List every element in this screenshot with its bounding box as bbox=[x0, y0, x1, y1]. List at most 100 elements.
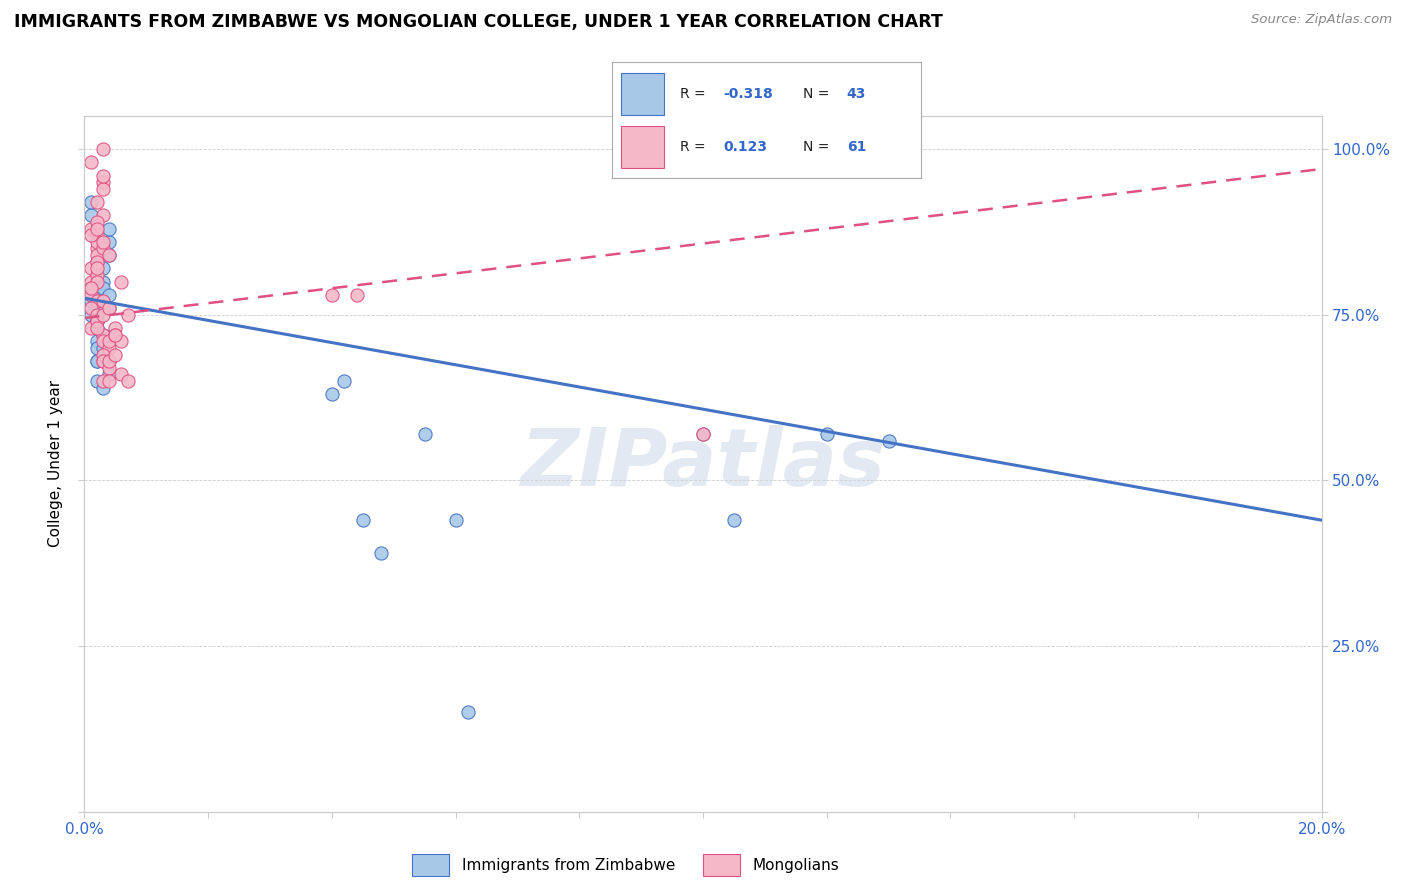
Point bbox=[86, 334, 108, 349]
Point bbox=[91, 294, 114, 309]
Point bbox=[91, 301, 114, 315]
Point bbox=[86, 301, 108, 315]
Point bbox=[110, 275, 132, 289]
Point bbox=[86, 195, 108, 210]
Point bbox=[86, 308, 108, 322]
Point bbox=[91, 381, 114, 395]
Point bbox=[98, 288, 121, 302]
Point bbox=[91, 182, 114, 196]
Point bbox=[98, 354, 121, 368]
Text: Immigrants from Zimbabwe: Immigrants from Zimbabwe bbox=[461, 858, 675, 872]
Point bbox=[457, 706, 479, 720]
Point bbox=[104, 321, 127, 335]
Point bbox=[79, 288, 101, 302]
FancyBboxPatch shape bbox=[703, 855, 740, 876]
Point bbox=[86, 228, 108, 243]
Point bbox=[91, 354, 114, 368]
Point bbox=[692, 427, 714, 442]
Point bbox=[86, 341, 108, 355]
Point bbox=[86, 221, 108, 235]
FancyBboxPatch shape bbox=[412, 855, 450, 876]
Point bbox=[91, 294, 114, 309]
Point bbox=[346, 288, 368, 302]
Point bbox=[79, 301, 101, 315]
Point bbox=[98, 235, 121, 249]
Point bbox=[692, 427, 714, 442]
Point bbox=[104, 327, 127, 342]
Point bbox=[79, 221, 101, 235]
Point bbox=[86, 235, 108, 249]
Point bbox=[413, 427, 436, 442]
Point bbox=[79, 228, 101, 243]
Point bbox=[86, 254, 108, 268]
Text: R =: R = bbox=[679, 140, 714, 154]
Point bbox=[79, 281, 101, 295]
Point bbox=[86, 248, 108, 262]
Point bbox=[91, 334, 114, 349]
Text: N =: N = bbox=[803, 140, 834, 154]
Point bbox=[91, 142, 114, 156]
Point bbox=[86, 321, 108, 335]
Point bbox=[104, 327, 127, 342]
Point bbox=[91, 235, 114, 249]
Point bbox=[815, 427, 838, 442]
Point bbox=[86, 374, 108, 388]
Point bbox=[86, 354, 108, 368]
Point bbox=[98, 221, 121, 235]
Text: N =: N = bbox=[803, 87, 834, 101]
Point bbox=[370, 546, 392, 560]
Point bbox=[321, 288, 343, 302]
Point bbox=[91, 242, 114, 256]
Point bbox=[98, 334, 121, 349]
Point bbox=[98, 368, 121, 382]
Point bbox=[86, 314, 108, 328]
Point bbox=[98, 301, 121, 315]
Y-axis label: College, Under 1 year: College, Under 1 year bbox=[48, 380, 63, 548]
Point bbox=[333, 374, 356, 388]
Point bbox=[98, 374, 121, 388]
Point bbox=[91, 327, 114, 342]
Point bbox=[91, 261, 114, 276]
Point bbox=[91, 242, 114, 256]
Text: -0.318: -0.318 bbox=[723, 87, 773, 101]
Point bbox=[91, 208, 114, 222]
Point bbox=[723, 513, 745, 527]
Point bbox=[104, 347, 127, 361]
Text: Source: ZipAtlas.com: Source: ZipAtlas.com bbox=[1251, 13, 1392, 27]
Text: Mongolians: Mongolians bbox=[752, 858, 839, 872]
Point bbox=[91, 354, 114, 368]
Point bbox=[91, 281, 114, 295]
Point bbox=[79, 155, 101, 169]
Point bbox=[444, 513, 467, 527]
Point bbox=[91, 327, 114, 342]
Text: R =: R = bbox=[679, 87, 710, 101]
Point bbox=[91, 275, 114, 289]
Text: 43: 43 bbox=[846, 87, 866, 101]
Point bbox=[79, 281, 101, 295]
Point bbox=[91, 308, 114, 322]
Point bbox=[98, 301, 121, 315]
Text: 61: 61 bbox=[846, 140, 866, 154]
Point bbox=[79, 208, 101, 222]
Point bbox=[117, 374, 139, 388]
Point bbox=[86, 215, 108, 229]
Point bbox=[98, 354, 121, 368]
Text: 0.123: 0.123 bbox=[723, 140, 766, 154]
Point bbox=[98, 248, 121, 262]
Point bbox=[86, 254, 108, 268]
Point bbox=[110, 334, 132, 349]
Point bbox=[86, 242, 108, 256]
Point bbox=[86, 294, 108, 309]
Text: ZIPatlas: ZIPatlas bbox=[520, 425, 886, 503]
Point bbox=[86, 261, 108, 276]
FancyBboxPatch shape bbox=[621, 126, 664, 168]
Text: IMMIGRANTS FROM ZIMBABWE VS MONGOLIAN COLLEGE, UNDER 1 YEAR CORRELATION CHART: IMMIGRANTS FROM ZIMBABWE VS MONGOLIAN CO… bbox=[14, 13, 943, 31]
Point bbox=[110, 368, 132, 382]
Point bbox=[79, 294, 101, 309]
Point bbox=[79, 321, 101, 335]
Point bbox=[91, 169, 114, 183]
Point bbox=[79, 261, 101, 276]
Point bbox=[91, 341, 114, 355]
Point bbox=[86, 275, 108, 289]
Point bbox=[91, 374, 114, 388]
